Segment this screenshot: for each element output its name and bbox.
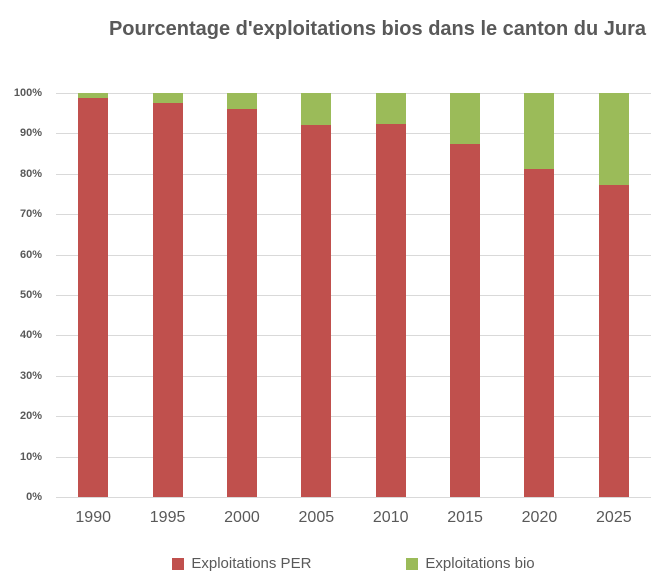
gridline-100% [56,93,651,94]
stacked-bar-2020 [524,93,555,497]
legend-label: Exploitations PER [191,555,312,572]
y-tick-label-60%: 60% [19,248,42,261]
gridline-50% [56,295,651,296]
y-tick-label-50%: 50% [19,289,42,301]
bars-row [56,93,651,497]
x-tick-label-1990: 1990 [75,509,111,526]
x-tick-label-2020: 2020 [521,509,558,526]
bar-segment-2010-exploitations-per [375,123,406,497]
gridline-60% [56,254,651,256]
gridline-20% [56,416,651,418]
x-tick-label-2010: 2010 [372,509,409,526]
legend-label: Exploitations bio [425,555,535,572]
stacked-bar-2000 [226,93,257,497]
bar-segment-2000-exploitations-per [226,109,257,497]
bar-slot-2000 [205,93,279,497]
chart-title: Pourcentage d'exploitations bios dans le… [108,18,647,40]
x-tick-label-2015: 2015 [447,509,483,526]
bar-segment-2025-exploitations-per [598,185,629,497]
bar-slot-2015 [428,93,502,497]
stacked-bar-2025 [598,93,629,497]
bar-slot-1995 [130,93,204,497]
bar-segment-2015-exploitations-per [450,143,481,497]
stacked-bar-1990 [78,93,109,497]
stacked-bar-2010 [375,93,406,497]
bar-segment-2020-exploitations-per [524,168,555,497]
stacked-bar-2015 [450,93,481,497]
x-axis: 1990 1995 2000 2005 2010 2015 2020 2025 [56,509,651,527]
stacked-bar-2005 [301,93,332,497]
gridline-40% [56,335,651,337]
plot-area [56,93,651,498]
legend: Exploitations PER Exploitations bio [56,555,651,572]
x-tick-label-2005: 2005 [298,509,335,526]
x-tick-label-1995: 1995 [149,509,186,526]
y-tick-label-30%: 30% [19,369,42,382]
bar-slot-2020 [502,93,576,497]
gridline-80% [56,173,651,175]
stacked-bar-1995 [152,93,183,497]
x-tick-label-2000: 2000 [224,509,260,526]
bar-slot-2005 [279,93,353,497]
y-tick-label-70%: 70% [19,208,42,221]
bar-segment-2005-exploitations-bio [301,93,332,125]
y-tick-label-20%: 20% [19,410,42,423]
y-tick-label-90%: 90% [19,127,42,140]
bar-segment-1995-exploitations-per [152,103,183,497]
gridline-0% [56,497,651,498]
bar-segment-2020-exploitations-bio [524,93,555,169]
gridline-70% [56,214,651,216]
gridline-30% [56,375,651,377]
bar-segment-1990-exploitations-bio [78,93,109,99]
x-tick-label-2025: 2025 [596,509,632,526]
bar-slot-2025 [577,93,651,497]
bar-segment-2010-exploitations-bio [375,93,406,124]
bar-slot-1990 [56,93,130,497]
y-tick-label-0%: 0% [26,491,42,503]
legend-swatch-icon [172,557,185,570]
legend-item-exploitations-per: Exploitations PER [172,555,311,572]
legend-swatch-icon [406,557,419,570]
bar-slot-2010 [354,93,428,497]
y-tick-label-100%: 100% [13,87,42,99]
y-tick-label-10%: 10% [19,450,42,463]
bar-segment-2000-exploitations-bio [226,93,257,110]
bar-segment-1990-exploitations-per [78,98,109,497]
y-tick-label-40%: 40% [19,329,42,342]
y-tick-label-80%: 80% [19,167,42,180]
gridline-90% [56,133,651,135]
bar-segment-2025-exploitations-bio [598,93,629,186]
gridline-10% [56,456,651,458]
legend-item-exploitations-bio: Exploitations bio [406,555,535,572]
y-axis: 0% 10% 20% 30% 40% 50% 60% 70% 80% 90% 100% [0,87,44,503]
bar-segment-1995-exploitations-bio [152,93,183,104]
bar-segment-2015-exploitations-bio [450,93,481,144]
bar-segment-2005-exploitations-per [301,124,332,497]
